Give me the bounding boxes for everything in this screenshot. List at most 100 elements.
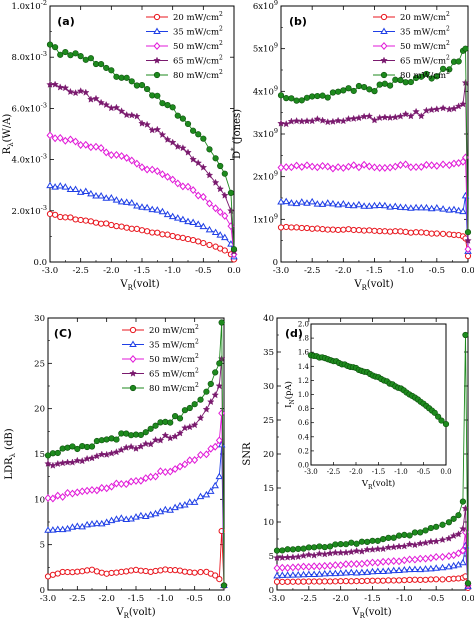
x-tick-label: -1.5 xyxy=(366,266,382,276)
data-point xyxy=(102,148,110,157)
data-point xyxy=(68,489,76,498)
data-point xyxy=(407,204,415,211)
data-point xyxy=(355,226,363,234)
data-point xyxy=(123,224,130,231)
data-point xyxy=(62,214,69,221)
data-point xyxy=(454,549,462,558)
series-5 xyxy=(46,41,238,253)
legend-label: 80 mW/cm2 xyxy=(173,69,223,81)
data-point xyxy=(108,482,116,491)
data-point xyxy=(71,89,80,97)
data-point xyxy=(57,51,64,58)
data-point xyxy=(294,570,302,578)
data-point xyxy=(143,203,151,211)
data-point xyxy=(107,151,115,159)
data-point xyxy=(179,234,186,241)
data-point xyxy=(459,207,467,215)
data-point xyxy=(154,229,161,236)
data-point xyxy=(77,141,85,149)
data-point xyxy=(348,539,355,546)
data-point xyxy=(326,549,334,557)
data-point xyxy=(199,192,207,201)
data-point xyxy=(287,163,295,172)
data-point xyxy=(176,501,184,509)
data-point xyxy=(128,78,135,85)
data-point xyxy=(395,542,403,550)
data-point xyxy=(308,117,316,125)
data-point xyxy=(446,66,453,73)
series-line xyxy=(280,82,469,241)
data-point xyxy=(168,138,177,146)
data-point xyxy=(464,229,472,236)
data-point xyxy=(118,568,125,575)
x-tick-label: 0.0 xyxy=(461,594,474,604)
data-point xyxy=(123,74,130,81)
x-tick-label: -3.0 xyxy=(273,266,289,276)
data-point xyxy=(411,555,419,564)
data-point xyxy=(433,576,440,583)
inset-x-tick-label: -0.5 xyxy=(417,468,431,476)
x-tick-label: -1.5 xyxy=(364,594,380,604)
data-point xyxy=(93,519,101,527)
data-point xyxy=(49,571,56,578)
data-point xyxy=(44,459,52,467)
y-tick-label: 15 xyxy=(34,450,45,460)
x-tick-label: -1.0 xyxy=(397,266,413,276)
data-point xyxy=(355,200,363,208)
data-point xyxy=(439,230,447,237)
data-point xyxy=(282,120,290,128)
data-point xyxy=(283,95,290,102)
data-point xyxy=(300,578,307,585)
data-point xyxy=(371,227,378,234)
data-point xyxy=(310,562,318,571)
data-point xyxy=(151,509,160,517)
data-point xyxy=(347,560,355,569)
data-point xyxy=(221,191,229,199)
data-point xyxy=(295,578,302,585)
data-point xyxy=(303,224,311,232)
data-point xyxy=(293,161,301,170)
data-point xyxy=(315,570,324,577)
data-point xyxy=(411,541,419,549)
data-point xyxy=(303,161,311,170)
data-point xyxy=(202,405,211,413)
data-point xyxy=(92,94,100,102)
x-tick-label: -2.0 xyxy=(332,594,348,604)
data-point xyxy=(138,163,146,172)
legend-label: 50 mW/cm2 xyxy=(400,40,450,52)
data-point xyxy=(329,199,337,207)
data-point xyxy=(289,546,297,553)
data-point xyxy=(358,577,365,585)
y-tick-label: 4.0x10-3 xyxy=(12,153,47,166)
data-point xyxy=(132,444,140,452)
data-point xyxy=(355,163,363,172)
data-point xyxy=(161,505,170,513)
y-tick-label: 25 xyxy=(263,416,274,426)
series-1 xyxy=(277,223,472,260)
data-point xyxy=(153,206,162,213)
panel-label-c: (C) xyxy=(54,327,72,340)
data-point xyxy=(113,223,120,230)
data-point xyxy=(103,220,110,227)
x-tick-label: -2.5 xyxy=(301,594,317,604)
y-tick-label: 3x109 xyxy=(253,127,278,140)
panel-label-b: (b) xyxy=(289,15,307,28)
data-point xyxy=(122,480,130,489)
series-line xyxy=(47,322,225,586)
data-point xyxy=(358,547,366,555)
data-point xyxy=(78,457,87,465)
data-point xyxy=(191,569,198,576)
data-point xyxy=(191,401,198,408)
data-point xyxy=(128,199,136,206)
data-point xyxy=(152,422,159,429)
legend-label: 50 mW/cm2 xyxy=(149,353,199,365)
data-point xyxy=(212,155,219,162)
data-point xyxy=(174,214,182,221)
data-point xyxy=(369,537,376,544)
inset-data-point xyxy=(438,417,445,424)
data-point xyxy=(206,146,213,153)
y-tick-label: 5x109 xyxy=(253,42,278,55)
data-point xyxy=(397,161,404,169)
data-point xyxy=(82,140,90,149)
data-point xyxy=(186,498,194,505)
